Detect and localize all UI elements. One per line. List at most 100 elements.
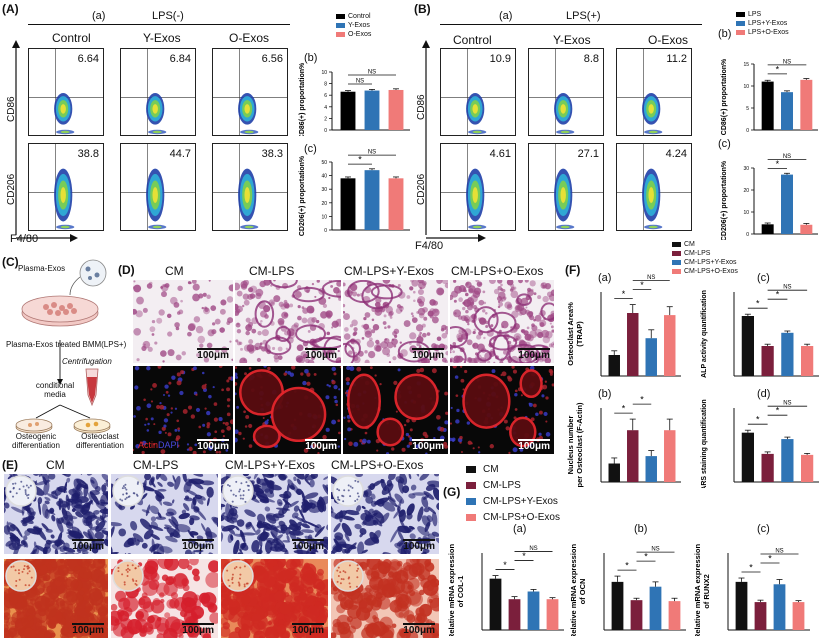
- bar-1: [781, 92, 793, 130]
- bar-2: [645, 456, 657, 482]
- panel-d-col-cm: CM: [165, 264, 184, 278]
- legend-a-oexos: O-Exos: [348, 31, 372, 38]
- y-tick-label: 0: [746, 232, 749, 238]
- actin-image-3: 100μm: [450, 366, 554, 454]
- actin-image-2: 100μm: [343, 366, 448, 454]
- scale-bar: 100μm: [403, 623, 435, 636]
- scale-bar: 100μm: [182, 539, 214, 552]
- panel-a-rule: [28, 24, 290, 25]
- sig-label: NS: [775, 549, 783, 555]
- y-axis-label: Relative mRNA expression: [447, 544, 456, 636]
- panel-b-legend: LPS LPS+Y-Exos LPS+O-Exos: [736, 10, 789, 37]
- panel-f-c-label: (c): [757, 272, 770, 284]
- bar-0: [735, 581, 748, 630]
- sig-label: NS: [529, 546, 537, 552]
- legend-a-yexos: Y-Exos: [348, 22, 370, 29]
- y-tick-label: 10: [321, 70, 327, 76]
- bar-0: [340, 178, 356, 230]
- bar-0: [611, 581, 624, 630]
- flow-plot-b-cd86-2: 11.2: [616, 48, 692, 136]
- panel-g-label: (G): [443, 485, 461, 499]
- y-tick-label: 30: [743, 166, 749, 172]
- bar-3: [664, 430, 676, 482]
- chart-a-c: 0 10 20 30 40 50 CD206(+) proportation% * NS: [299, 150, 410, 236]
- sig-label: *: [622, 289, 626, 299]
- y-axis-label: CD206(+) proportation%: [299, 155, 306, 236]
- panel-e-col-cmlps: CM-LPS: [133, 458, 179, 472]
- bar-3: [546, 599, 559, 630]
- panel-g-b-label: (b): [634, 523, 648, 535]
- quadrant-value: 6.84: [169, 53, 191, 65]
- y-tick-label: 6: [324, 93, 327, 99]
- legend-a-control: Control: [348, 13, 371, 20]
- bar-2: [800, 79, 813, 130]
- bar-1: [754, 602, 767, 630]
- flow-plot-b-cd206-1: 27.1: [528, 143, 604, 231]
- y-tick-label: 0: [324, 128, 327, 134]
- bar-2: [781, 332, 794, 376]
- y-axis-label: ALP activity quantification: [701, 290, 708, 378]
- panel-b-label: (B): [414, 2, 431, 16]
- sig-label: NS: [783, 285, 791, 291]
- panel-c-osteogenic: Osteogenic differentiation: [12, 432, 60, 450]
- panel-d-label: (D): [118, 263, 135, 277]
- sig-label: *: [358, 155, 362, 165]
- panel-b-sub: (a): [499, 10, 513, 22]
- panel-c-media: conditional media: [35, 381, 75, 399]
- ars-image-3: 100μm: [331, 559, 439, 638]
- sig-label: *: [776, 159, 780, 169]
- legend-b-yexos: LPS+Y-Exos: [748, 20, 788, 27]
- bar-2: [800, 224, 813, 234]
- sig-label: NS: [368, 69, 376, 75]
- chart-g-b: Relative mRNA expression of OCN**NS: [569, 544, 686, 636]
- trap-image-3: 100μm: [450, 280, 554, 363]
- y-tick-label: 5: [746, 106, 749, 112]
- bar-3: [664, 315, 676, 376]
- chart-a-b: 0 2 4 6 8 10 CD86(+) proportation% NS NS: [299, 62, 410, 136]
- sig-label: *: [625, 561, 629, 571]
- quadrant-value: 8.8: [583, 53, 599, 65]
- quadrant-value: 44.7: [169, 148, 191, 160]
- y-tick-label: 15: [743, 62, 749, 68]
- y-axis-label: Relative mRNA expression: [569, 544, 578, 636]
- sig-label: *: [756, 299, 760, 309]
- scale-bar: 100μm: [403, 539, 435, 552]
- sig-label: *: [640, 395, 644, 405]
- sig-label: *: [776, 64, 780, 74]
- chart-f-b: Nucleus number per Osteoclast (F-Actin) * *: [566, 395, 681, 488]
- y-axis-label: CD86(+) proportation%: [299, 62, 306, 136]
- chart-b-b: 0 5 10 15 CD86(+) proportation% *NS: [721, 58, 818, 135]
- bar-0: [340, 91, 356, 130]
- bar-0: [761, 81, 774, 130]
- panel-a-label: (A): [2, 2, 19, 16]
- ars-image-2: 100μm: [221, 559, 328, 638]
- schematic: [15, 259, 111, 434]
- scale-bar: 100μm: [412, 439, 444, 452]
- y-tick-label: 10: [743, 210, 749, 216]
- panel-f-a-label: (a): [598, 272, 612, 284]
- chart-b-c: 0 10 20 30 CD206(+) proportation% *NS: [721, 154, 818, 240]
- y-axis-label: Relative mRNA expression: [693, 544, 702, 636]
- chart-g-c: Relative mRNA expression of RUNX2**NS: [693, 544, 810, 636]
- panel-c-plasma-exos: Plasma-Exos: [18, 264, 66, 273]
- scale-bar: 100μm: [197, 439, 229, 452]
- panel-a-legend: Control Y-Exos O-Exos: [336, 12, 371, 39]
- legend-b-oexos: LPS+O-Exos: [748, 29, 789, 36]
- sig-label: NS: [783, 59, 791, 65]
- legend-g-o: CM-LPS+O-Exos: [483, 511, 560, 523]
- y-tick-label: 50: [321, 160, 327, 166]
- y-tick-label: 20: [743, 188, 749, 194]
- bar-1: [364, 90, 380, 130]
- actin-image-0: 100μm: [133, 366, 233, 454]
- bar-0: [741, 432, 754, 482]
- bar-1: [781, 174, 793, 234]
- legend-f-y: CM-LPS+Y-Exos: [684, 259, 737, 266]
- panel-b-row-cd206: CD206: [416, 173, 427, 205]
- bar-2: [645, 338, 657, 376]
- flow-plot-a-cd86-2: 6.56: [212, 48, 288, 136]
- bar-1: [761, 346, 774, 376]
- quadrant-value: 38.8: [77, 148, 99, 160]
- y-axis-label: of COL-1: [456, 576, 465, 608]
- quadrant-value: 11.2: [666, 53, 687, 65]
